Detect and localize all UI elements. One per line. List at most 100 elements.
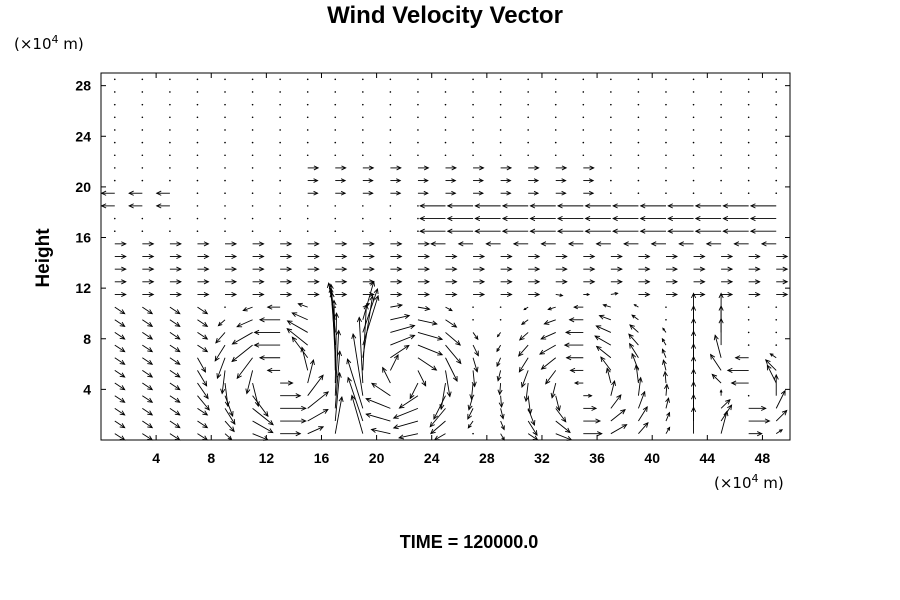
vector-arrow xyxy=(390,291,403,297)
vector-arrow xyxy=(390,253,403,260)
vector-arrow xyxy=(583,190,595,196)
vector-arrow xyxy=(347,376,364,422)
vector-arrow xyxy=(326,282,336,320)
vector-arrow xyxy=(775,192,778,195)
vector-arrow xyxy=(142,433,154,441)
vector-arrow xyxy=(141,129,144,131)
vector-arrow xyxy=(306,78,309,81)
vector-arrow xyxy=(279,91,281,93)
vector-arrow xyxy=(693,266,706,272)
vector-arrow xyxy=(280,418,307,424)
vector-arrow xyxy=(693,279,706,285)
vector-arrow xyxy=(142,279,155,285)
vector-arrow xyxy=(169,179,171,182)
vector-arrow xyxy=(389,91,392,93)
vector-arrow xyxy=(114,266,127,272)
vector-arrow xyxy=(197,319,209,327)
vector-arrow xyxy=(197,253,210,260)
vector-arrow xyxy=(306,129,309,131)
vector-arrow xyxy=(334,116,337,119)
vector-arrow xyxy=(748,405,767,411)
vector-arrow xyxy=(446,203,474,209)
vector-arrow xyxy=(196,141,199,144)
vector-arrow xyxy=(500,420,505,431)
vector-arrow xyxy=(351,333,364,396)
y-tick-label: 24 xyxy=(75,128,91,144)
vector-arrow xyxy=(217,319,226,327)
vector-arrow xyxy=(113,167,116,169)
vector-arrow xyxy=(142,420,154,429)
vector-arrow xyxy=(446,228,474,234)
vector-arrow xyxy=(169,344,181,353)
vector-arrow xyxy=(747,192,750,195)
vector-arrow xyxy=(568,317,584,323)
vector-arrow xyxy=(169,103,171,106)
vector-arrow xyxy=(661,348,667,358)
vector-arrow xyxy=(564,329,584,335)
vector-arrow xyxy=(266,304,281,310)
vector-arrow xyxy=(279,205,281,207)
vector-arrow xyxy=(776,279,789,285)
vector-arrow xyxy=(775,318,778,321)
vector-arrow xyxy=(141,217,144,220)
vector-arrow xyxy=(693,253,706,260)
vector-arrow xyxy=(169,279,182,285)
vector-arrow xyxy=(433,433,446,441)
vector-arrow xyxy=(362,279,375,285)
vector-arrow xyxy=(197,395,210,411)
vector-arrow xyxy=(365,397,391,409)
vector-arrow xyxy=(469,383,475,401)
plot-frame xyxy=(100,72,791,441)
vector-arrow xyxy=(730,380,749,386)
vector-arrow xyxy=(496,370,502,382)
vector-arrow xyxy=(610,167,612,169)
vector-arrow xyxy=(554,154,557,157)
vector-arrow xyxy=(196,205,199,207)
vector-arrow xyxy=(638,279,651,285)
vector-arrow xyxy=(748,253,761,260)
x-unit-suffix: m) xyxy=(759,474,784,492)
vector-arrow xyxy=(280,431,302,437)
vector-arrow xyxy=(224,167,226,169)
vector-arrow xyxy=(307,178,319,183)
vector-arrow xyxy=(197,266,210,272)
vector-arrow xyxy=(258,355,281,361)
vector-arrow xyxy=(371,382,391,397)
vector-arrow xyxy=(417,217,419,220)
vector-arrow xyxy=(610,379,616,396)
vector-arrow xyxy=(540,241,556,247)
vector-arrow xyxy=(390,303,404,309)
vector-arrow xyxy=(197,407,209,416)
vector-arrow xyxy=(224,78,226,81)
vector-arrow xyxy=(776,253,789,260)
vector-arrow xyxy=(113,141,116,144)
vector-arrow xyxy=(567,241,584,247)
vector-arrow xyxy=(197,357,206,373)
vector-arrow xyxy=(128,203,143,209)
vector-arrow xyxy=(496,357,502,368)
vector-arrow xyxy=(252,253,265,260)
vector-arrow xyxy=(499,103,502,106)
vector-arrow xyxy=(266,367,281,373)
vector-arrow xyxy=(389,354,399,371)
vector-arrow xyxy=(280,266,293,272)
vector-arrow xyxy=(417,141,419,144)
vector-arrow xyxy=(747,78,750,81)
vector-arrow xyxy=(662,370,668,384)
vector-arrow xyxy=(747,394,750,397)
vector-arrow xyxy=(197,306,209,315)
vector-arrow xyxy=(196,217,199,220)
vector-arrow xyxy=(721,291,734,297)
vector-arrow xyxy=(639,215,666,222)
vector-arrow xyxy=(252,291,265,297)
vector-arrow xyxy=(169,370,181,378)
vector-arrow xyxy=(114,332,126,340)
vector-arrow xyxy=(417,205,419,207)
vector-arrow xyxy=(417,129,419,131)
vector-arrow xyxy=(142,266,155,272)
vector-arrow xyxy=(113,116,116,119)
vector-arrow xyxy=(390,344,410,359)
vector-arrow xyxy=(747,331,750,334)
vector-arrow xyxy=(279,129,281,131)
vector-arrow xyxy=(335,241,348,247)
